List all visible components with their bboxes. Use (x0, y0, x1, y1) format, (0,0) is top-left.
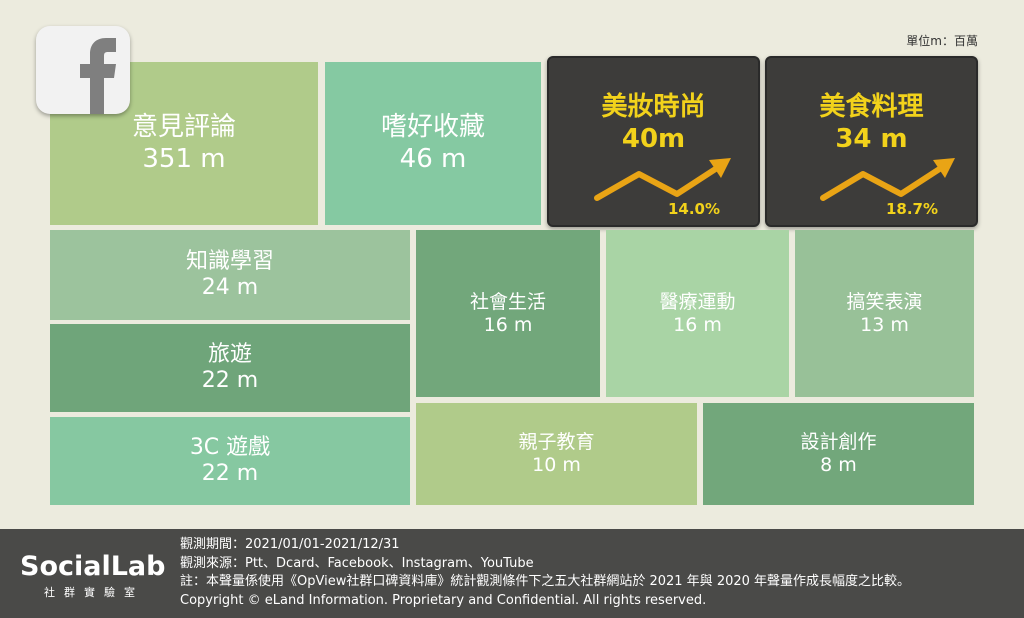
copyright: Copyright © eLand Information. Proprieta… (180, 592, 707, 608)
tile-social-life: 社會生活 16 m (416, 230, 600, 397)
tile-label: 知識學習 (185, 248, 274, 274)
footer-notes: 觀測期間：2021/01/01-2021/12/31 觀測來源：Ptt、Dcar… (180, 536, 910, 610)
tile-value: 16 m (483, 313, 533, 336)
tile-value: 8 m (820, 454, 857, 476)
trend-up-icon (820, 158, 955, 201)
tile-label: 美食料理 (819, 92, 924, 122)
tile-value: 40m (621, 124, 686, 154)
tile-value: 46 m (399, 143, 467, 174)
tile-medical-sports: 醫療運動 16 m (606, 230, 789, 397)
brand-name: SocialLab (20, 551, 166, 582)
observation-period: 觀測期間：2021/01/01-2021/12/31 (180, 537, 400, 552)
tile-design: 設計創作 8 m (703, 403, 974, 505)
tile-value: 10 m (532, 454, 581, 476)
tile-beauty-fashion: 美妝時尚 40m 14.0% (547, 56, 760, 227)
facebook-icon (36, 26, 130, 114)
tile-value: 22 m (201, 368, 259, 393)
tile-comedy: 搞笑表演 13 m (795, 230, 974, 397)
tile-label: 社會生活 (469, 290, 546, 313)
tile-value: 22 m (201, 461, 259, 486)
tile-label: 旅遊 (207, 341, 252, 367)
footnote: 註：本聲量係使用《OpView社群口碑資料庫》統計觀測條件下之五大社群網站於 2… (180, 574, 911, 589)
tile-value: 13 m (860, 313, 909, 336)
footer: SocialLab 社群實驗室 觀測期間：2021/01/01-2021/12/… (0, 529, 1024, 618)
tile-label: 搞笑表演 (846, 290, 923, 313)
tile-label: 意見評論 (131, 112, 236, 143)
tile-value: 24 m (201, 275, 259, 300)
growth-rate: 14.0% (667, 200, 720, 218)
sociallab-logo: SocialLab 社群實驗室 (20, 551, 165, 600)
growth-rate: 18.7% (885, 200, 938, 218)
tile-hobby: 嗜好收藏 46 m (325, 62, 541, 225)
tile-knowledge: 知識學習 24 m (50, 230, 410, 320)
trend-up-icon (594, 158, 731, 201)
tile-label: 美妝時尚 (601, 92, 706, 122)
observation-sources: 觀測來源：Ptt、Dcard、Facebook、Instagram、YouTub… (180, 555, 534, 571)
tile-food-cooking: 美食料理 34 m 18.7% (765, 56, 978, 227)
tile-parenting: 親子教育 10 m (416, 403, 697, 505)
tile-value: 16 m (673, 313, 722, 336)
tile-label: 嗜好收藏 (380, 112, 485, 143)
tile-3c-gaming: 3C 遊戲 22 m (50, 417, 410, 505)
tile-travel: 旅遊 22 m (50, 324, 410, 412)
tile-label: 3C 遊戲 (189, 434, 271, 460)
tile-label: 醫療運動 (659, 290, 736, 313)
brand-subtitle: 社群實驗室 (44, 586, 144, 599)
tile-value: 34 m (835, 124, 908, 154)
tile-value: 351 m (142, 143, 226, 174)
tile-label: 設計創作 (800, 431, 877, 454)
tile-label: 親子教育 (518, 431, 595, 454)
unit-note: 單位m：百萬 (906, 34, 978, 48)
